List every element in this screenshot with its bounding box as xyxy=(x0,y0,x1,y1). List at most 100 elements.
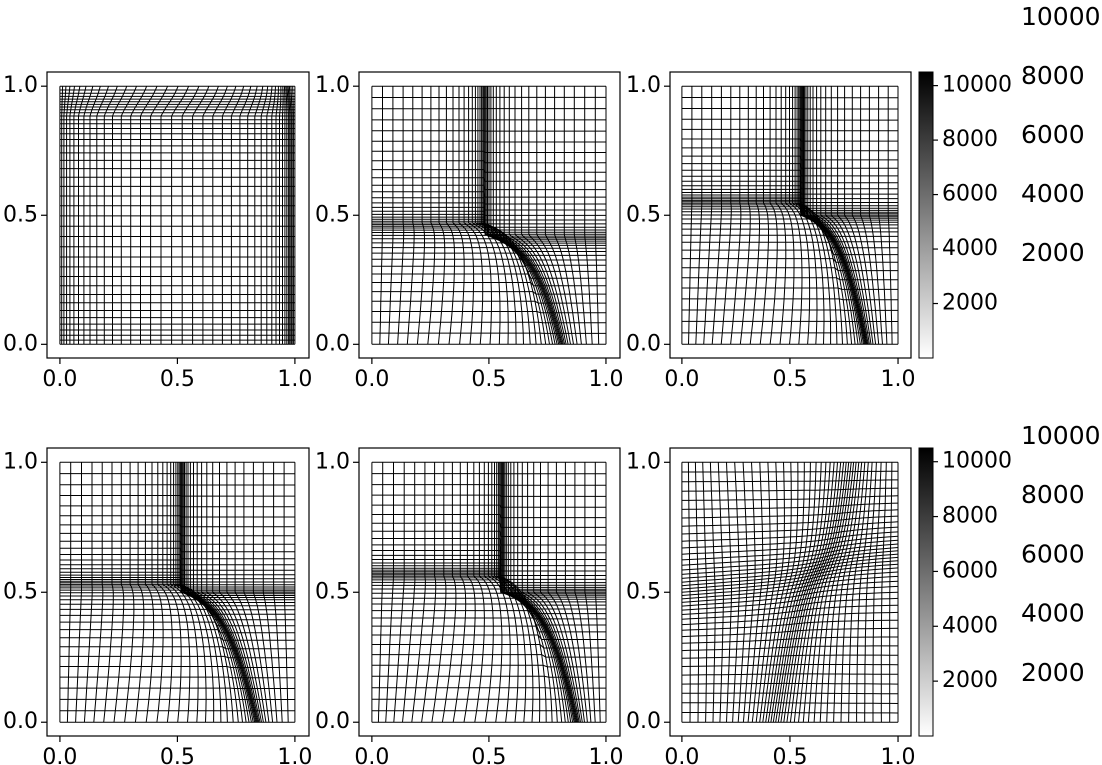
mesh-line xyxy=(78,86,87,345)
mesh-line xyxy=(252,462,274,723)
mesh-line xyxy=(805,86,863,345)
mesh-line xyxy=(371,169,606,173)
mesh-line xyxy=(681,712,899,714)
scale-label: 10000 xyxy=(1021,421,1101,450)
mesh-line xyxy=(371,538,606,546)
mesh-line xyxy=(283,462,289,723)
mesh-line xyxy=(833,462,863,723)
colorbar-tick-label: 10000 xyxy=(942,73,1012,98)
colorbar xyxy=(918,447,934,737)
mesh-line xyxy=(681,560,899,587)
mesh-line xyxy=(226,462,264,723)
mesh-line xyxy=(59,579,295,588)
mesh-line xyxy=(826,462,860,723)
mesh-line xyxy=(59,571,295,580)
mesh-line xyxy=(181,86,200,345)
mesh-line xyxy=(499,86,562,345)
mesh-line xyxy=(681,128,898,132)
mesh-line xyxy=(371,213,606,225)
y-tick-label: 1.0 xyxy=(315,449,350,474)
mesh-line xyxy=(406,86,415,345)
mesh-line xyxy=(427,86,436,345)
mesh-line xyxy=(887,86,893,345)
mesh-line xyxy=(503,462,566,723)
mesh-line xyxy=(377,462,384,723)
mesh-line xyxy=(681,502,899,510)
y-tick-label: 0.0 xyxy=(3,709,38,734)
mesh-line xyxy=(59,637,295,641)
mesh-line xyxy=(160,86,179,345)
mesh-line xyxy=(59,540,295,545)
colorbar-tick-label: 10000 xyxy=(942,449,1012,474)
mesh-line xyxy=(681,470,898,473)
mesh-line xyxy=(385,462,394,723)
mesh-line xyxy=(247,86,258,345)
mesh-line xyxy=(371,484,606,486)
mesh-line xyxy=(371,291,606,295)
mesh-line xyxy=(573,86,587,345)
mesh-line xyxy=(889,462,893,723)
x-tick-label: 0.5 xyxy=(471,745,506,765)
mesh-line xyxy=(527,462,579,723)
x-tick-label: 0.5 xyxy=(772,367,807,392)
mesh-line xyxy=(521,86,567,345)
mesh-line xyxy=(798,462,847,723)
mesh-line xyxy=(59,595,295,603)
mesh-line xyxy=(157,462,173,723)
mesh-line xyxy=(212,86,228,345)
mesh-line xyxy=(786,462,838,723)
mesh-line xyxy=(59,524,295,528)
mesh-line xyxy=(182,462,247,723)
y-tick-label: 1.0 xyxy=(315,73,350,98)
mesh-line xyxy=(59,564,295,571)
mesh-line xyxy=(59,532,295,537)
mesh-line xyxy=(61,86,64,345)
mesh-line xyxy=(59,547,295,553)
y-tick-label: 1.0 xyxy=(626,73,661,98)
colorbar-tick-label: 2000 xyxy=(942,291,998,316)
mesh-line xyxy=(802,462,850,723)
mesh-line xyxy=(441,462,457,723)
mesh-line xyxy=(120,86,137,345)
mesh-line xyxy=(507,462,574,723)
mesh-line xyxy=(271,86,276,345)
mesh-line xyxy=(528,86,569,345)
mesh-line xyxy=(508,86,564,345)
mesh-line xyxy=(856,462,873,723)
mesh-line xyxy=(880,462,887,723)
mesh-line xyxy=(96,86,109,345)
mesh-line xyxy=(681,192,898,203)
mesh-line xyxy=(848,462,869,723)
mesh-line xyxy=(371,197,606,205)
mesh-line xyxy=(681,198,898,211)
mesh-line xyxy=(816,86,867,345)
mesh xyxy=(371,85,607,345)
mesh-line xyxy=(487,86,554,345)
mesh-line xyxy=(840,462,866,723)
mesh-line xyxy=(488,86,556,345)
mesh-line xyxy=(478,462,494,723)
mesh-line xyxy=(490,86,558,345)
mesh-line xyxy=(371,550,606,560)
mesh-line xyxy=(544,86,574,345)
x-tick-label: 1.0 xyxy=(588,367,623,392)
x-tick-label: 0.5 xyxy=(160,367,195,392)
mesh-line xyxy=(458,86,475,345)
mesh-line xyxy=(709,462,716,723)
mesh-line xyxy=(803,86,859,345)
mesh-line xyxy=(513,462,576,723)
mesh-line xyxy=(681,563,899,590)
mesh-line xyxy=(533,462,580,723)
x-tick-label: 0.0 xyxy=(664,367,699,392)
mesh-line xyxy=(868,86,883,345)
mesh-line xyxy=(285,86,288,345)
x-tick-label: 0.0 xyxy=(354,367,389,392)
mesh-line xyxy=(59,495,295,497)
mesh-line xyxy=(254,86,264,345)
mesh-line xyxy=(290,86,293,345)
mesh-line xyxy=(59,666,295,668)
mesh-line xyxy=(681,515,899,527)
mesh-line xyxy=(574,462,592,723)
mesh-line xyxy=(275,86,279,345)
mesh-line xyxy=(371,321,606,324)
